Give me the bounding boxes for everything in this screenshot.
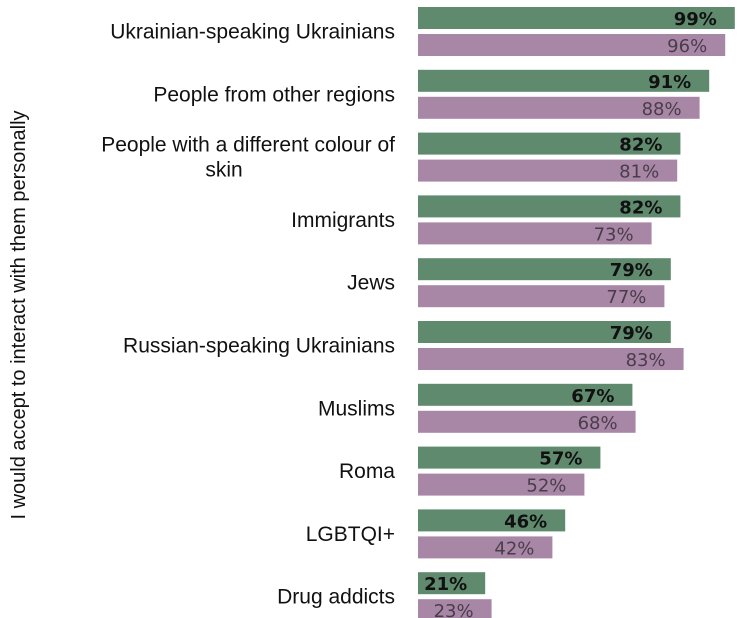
category-row: LGBTQI+ 46% 42% — [306, 509, 566, 559]
data-label-series-1: 82% — [619, 197, 662, 218]
bar-series-1 — [418, 509, 566, 532]
data-label-series-1: 91% — [648, 72, 691, 93]
bar-series-2 — [418, 473, 585, 496]
category-row: Muslims 67% 68% — [318, 383, 636, 434]
category-label: Russian-speaking Ukrainians — [123, 335, 395, 358]
data-label-series-1: 21% — [424, 574, 467, 595]
data-label-series-2: 73% — [594, 224, 634, 245]
data-label-series-1: 46% — [504, 511, 547, 532]
bar-series-2 — [418, 348, 684, 370]
category-label: Ukrainian-speaking Ukrainians — [110, 21, 395, 44]
bar-series-1 — [418, 446, 601, 469]
bar-series-1 — [418, 7, 735, 29]
data-label-series-1: 67% — [571, 386, 614, 407]
category-label: LGBTQI+ — [306, 523, 395, 546]
category-label: Immigrants — [291, 209, 395, 232]
data-label-series-2: 88% — [642, 99, 682, 120]
bar-series-1 — [418, 383, 633, 406]
category-label: Roma — [339, 460, 395, 483]
bar-series-1 — [418, 69, 710, 92]
chart-rows: Ukrainian-speaking Ukrainians 99% 96% Peopl… — [101, 7, 735, 618]
data-label-series-2: 52% — [526, 476, 566, 497]
bar-series-2 — [418, 34, 726, 56]
data-label-series-2: 68% — [578, 413, 618, 434]
category-row: Jews 79% 77% — [347, 258, 671, 308]
bar-series-2 — [418, 159, 678, 182]
data-label-series-2: 77% — [606, 287, 646, 308]
data-label-series-2: 96% — [667, 36, 707, 57]
bar-series-1 — [418, 132, 681, 155]
bar-series-1 — [418, 258, 671, 281]
bar-series-2 — [418, 96, 700, 119]
data-label-series-1: 99% — [674, 9, 717, 30]
data-label-series-2: 81% — [619, 162, 659, 183]
category-label: Muslims — [318, 397, 395, 420]
data-label-series-1: 57% — [539, 449, 582, 470]
bar-series-2 — [418, 410, 636, 433]
category-row: Drug addicts 21% 23% — [277, 572, 492, 618]
bar-series-2 — [418, 536, 553, 559]
category-label: Jews — [347, 272, 395, 295]
bar-series-2 — [418, 285, 665, 308]
bar-series-1 — [418, 572, 486, 595]
y-axis-label: I would accept to interact with them per… — [8, 110, 30, 519]
data-label-series-1: 79% — [610, 323, 653, 344]
category-row: Russian-speaking Ukrainians 79% 83% — [123, 321, 684, 371]
bar-series-1 — [418, 195, 681, 218]
category-label: People from other regions — [153, 83, 395, 106]
category-row: Roma 57% 52% — [339, 446, 601, 497]
data-label-series-1: 82% — [619, 135, 662, 156]
bar-series-2 — [418, 599, 492, 618]
data-label-series-1: 79% — [610, 260, 653, 281]
bar-series-2 — [418, 222, 652, 245]
category-row: Immigrants 82% 73% — [291, 195, 681, 245]
data-label-series-2: 83% — [626, 350, 666, 371]
category-label: People with a different colour of — [101, 134, 395, 157]
bar-series-1 — [418, 321, 671, 343]
category-row: Ukrainian-speaking Ukrainians 99% 96% — [110, 7, 735, 57]
category-label: skin — [205, 159, 242, 182]
category-row: People from other regions 91% 88% — [153, 69, 710, 120]
data-label-series-2: 23% — [434, 601, 474, 618]
category-label: Drug addicts — [277, 586, 395, 609]
data-label-series-2: 42% — [494, 538, 534, 559]
